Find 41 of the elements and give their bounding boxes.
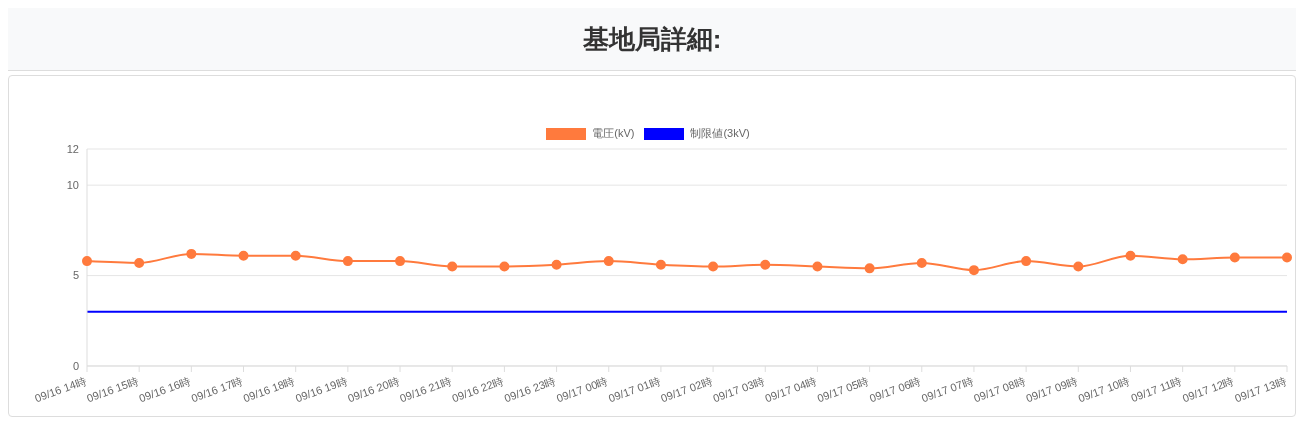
point — [760, 259, 771, 270]
x-tick-label: 09/16 21時 — [398, 374, 453, 405]
x-tick-label: 09/16 14時 — [33, 374, 88, 405]
point — [134, 257, 145, 268]
chart-title: 基地局詳細: — [582, 22, 722, 56]
point — [342, 256, 353, 267]
point — [1229, 252, 1240, 263]
point — [968, 265, 979, 276]
x-tick-label: 09/17 02時 — [659, 374, 714, 405]
y-tick-label: 0 — [72, 359, 79, 372]
legend-label: 制限値(3kV) — [689, 126, 750, 141]
point — [447, 261, 458, 272]
point — [1073, 261, 1084, 272]
point — [238, 250, 249, 261]
point — [916, 257, 927, 268]
x-tick-label: 09/17 13時 — [1233, 374, 1288, 405]
point — [499, 261, 510, 272]
legend-label: 電圧(kV) — [591, 126, 635, 141]
point — [1021, 256, 1032, 267]
point — [1177, 254, 1188, 265]
x-tick-label: 09/17 09時 — [1024, 374, 1079, 405]
x-tick-label: 09/17 03時 — [711, 374, 766, 405]
y-tick-label: 12 — [66, 142, 79, 155]
point — [708, 261, 719, 272]
point — [551, 259, 562, 270]
point — [603, 256, 614, 267]
point — [290, 250, 301, 261]
point — [395, 256, 406, 267]
x-tick-label: 09/16 15時 — [85, 374, 140, 405]
x-tick-label: 09/17 08時 — [972, 374, 1027, 405]
point — [82, 256, 92, 267]
point — [1125, 250, 1136, 261]
x-tick-label: 09/17 10時 — [1076, 374, 1132, 405]
x-tick-label: 09/16 20時 — [346, 374, 401, 405]
y-tick-label: 10 — [66, 179, 79, 192]
point — [186, 248, 197, 259]
y-tick-label: 5 — [72, 269, 79, 282]
point — [1282, 252, 1292, 263]
point — [655, 259, 666, 270]
point — [864, 263, 875, 274]
point — [812, 261, 823, 272]
